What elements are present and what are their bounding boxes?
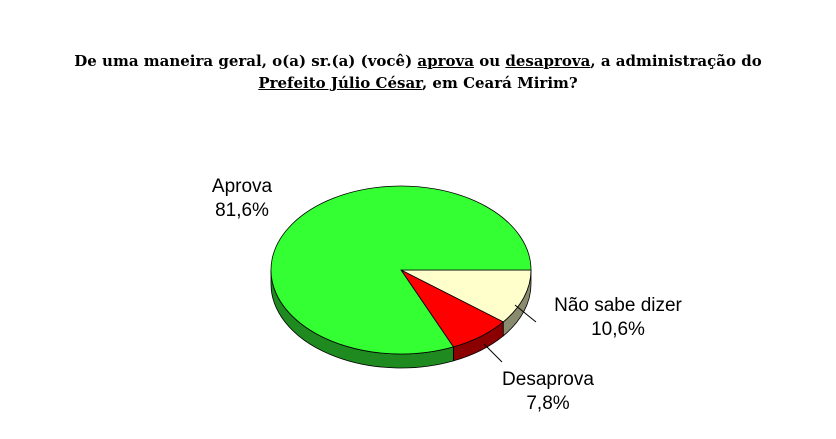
leader-line-nao-sabe — [514, 304, 537, 323]
pie-leader-lines — [483, 304, 537, 363]
leader-line-desaprova — [483, 343, 503, 363]
title-underlined-prefeito: Prefeito Júlio César — [258, 74, 422, 92]
label-nao-sabe: Não sabe dizer — [554, 295, 682, 316]
title-line-2: Prefeito Júlio César, em Ceará Mirim? — [0, 72, 836, 94]
slice-nao-sabe — [400, 269, 532, 323]
pie-labels: Aprova 81,6% Desaprova 7,8% Não sabe dizer 10… — [212, 176, 683, 414]
label-desaprova: Desaprova — [502, 369, 594, 390]
title-line-1: De uma maneira geral, o(a) sr.(a) (você)… — [0, 50, 836, 72]
title-underlined-aprova: aprova — [417, 52, 474, 70]
label-aprova: Aprova — [212, 176, 273, 197]
value-aprova: 81,6% — [215, 200, 269, 221]
value-nao-sabe: 10,6% — [591, 319, 645, 340]
title-text: ou — [473, 52, 506, 70]
title-underlined-desaprova: desaprova — [505, 52, 591, 70]
title-text: , a administração do — [590, 52, 762, 70]
value-desaprova: 7,8% — [526, 393, 569, 414]
slice-aprova — [270, 185, 532, 355]
chart-title: De uma maneira geral, o(a) sr.(a) (você)… — [0, 50, 836, 94]
pie-tops — [270, 185, 532, 355]
title-text: , em Ceará Mirim? — [421, 74, 578, 92]
title-text: De uma maneira geral, o(a) sr.(a) (você) — [74, 52, 418, 70]
